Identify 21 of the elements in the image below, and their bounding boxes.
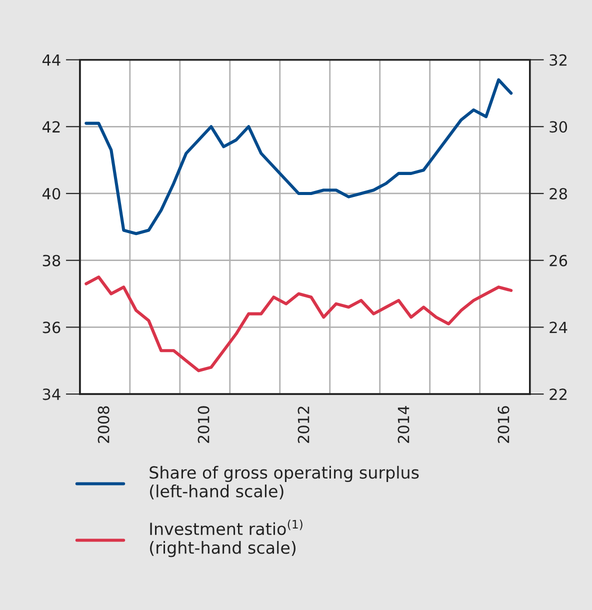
y2-tick-label: 28 xyxy=(550,188,567,200)
y-tick-label: 40 xyxy=(42,188,60,200)
line-series xyxy=(84,78,513,236)
y-tick-label: 38 xyxy=(42,254,60,266)
y2-tick-label: 26 xyxy=(550,254,568,266)
x-tick-label: 2012 xyxy=(298,406,310,443)
legend-label: Share of gross operating surplus (left-hand scale) xyxy=(150,466,419,500)
y-tick-label: 34 xyxy=(42,388,60,400)
y2-tick-label: 22 xyxy=(550,388,566,400)
x-tick-label: 2016 xyxy=(498,406,510,443)
y-tick-label: 42 xyxy=(42,121,60,132)
line-series xyxy=(84,276,513,372)
y2-tick-label: 24 xyxy=(550,322,568,334)
y-tick-label: 36 xyxy=(42,322,60,334)
legend-label: Investment ratio$^{(1)}$ (right-hand scale) xyxy=(150,520,302,558)
y-tick-label: 44 xyxy=(42,54,60,66)
y2-tick-label: 32 xyxy=(550,54,566,66)
x-tick-label: 2010 xyxy=(198,406,210,443)
x-tick-label: 2008 xyxy=(98,406,110,443)
y2-tick-label: 30 xyxy=(550,121,568,133)
x-tick-label: 2014 xyxy=(398,406,410,443)
